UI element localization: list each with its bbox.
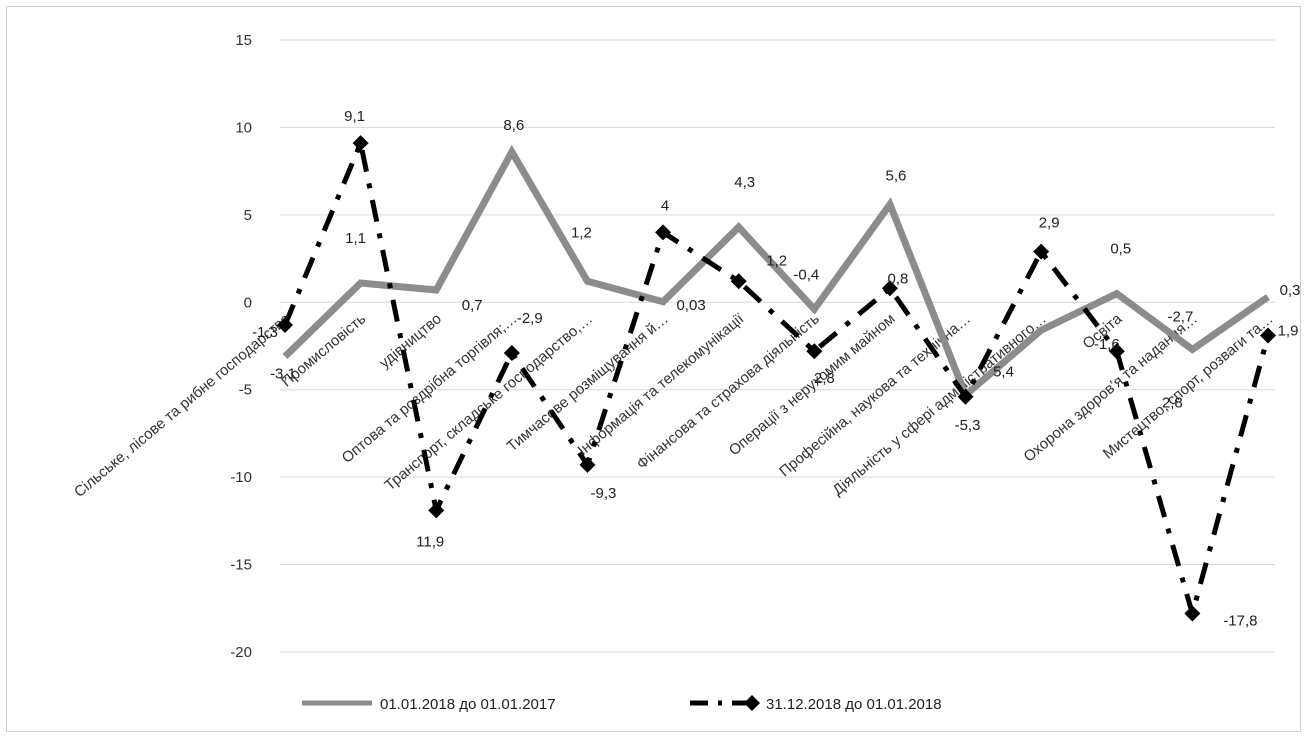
series2-marker	[352, 135, 369, 152]
y-tick-label: 0	[244, 294, 252, 311]
y-tick-label: -15	[230, 557, 252, 574]
series2-data-label: 0,8	[887, 270, 908, 287]
series2-data-label: 11,9	[416, 533, 444, 550]
series2-marker	[655, 224, 672, 241]
series2-data-label: -17,8	[1223, 613, 1257, 630]
y-tick-label: -5	[239, 382, 252, 399]
series2-data-label: 2,8	[814, 370, 835, 387]
y-tick-label: 10	[235, 119, 252, 136]
series1-data-label: 1,1	[345, 230, 366, 247]
series1-data-label: -2,7	[1167, 308, 1193, 325]
series2-marker	[1260, 327, 1276, 344]
series1-data-label: 0,3	[1280, 282, 1301, 299]
series2-marker	[1108, 343, 1125, 360]
series2-data-label: 5,4	[993, 364, 1014, 381]
series1-data-label: 0,03	[676, 297, 705, 314]
series1-data-label: -5,3	[955, 417, 981, 434]
y-tick-label: 15	[235, 32, 252, 49]
legend-marker-2018	[744, 695, 760, 711]
category-label: Тимчасове розміщування й…	[504, 310, 672, 455]
series1-data-label: 8,6	[503, 117, 524, 134]
series2-marker	[881, 280, 898, 297]
series1-data-label: 1,2	[571, 224, 592, 241]
y-tick-label: 5	[244, 207, 252, 224]
series2-data-label: 1,9	[1278, 323, 1299, 340]
series2-marker	[503, 344, 520, 361]
series2-marker	[806, 343, 823, 360]
y-tick-label: -20	[230, 644, 252, 661]
series1-data-label: 0,5	[1110, 241, 1131, 258]
extra-data-label: 2,8	[1162, 395, 1183, 412]
series2-data-label: 1,2	[766, 252, 787, 269]
series2-data-label: -9,3	[591, 485, 617, 502]
series2-data-label: 4	[661, 197, 669, 214]
series2-marker	[957, 388, 974, 405]
series2-marker	[277, 317, 293, 334]
series2-data-label: -1,3	[252, 324, 278, 341]
series2-data-label: -2,9	[517, 310, 543, 327]
series1-data-label: 0,7	[462, 297, 483, 314]
series1-data-label: -3,1	[270, 365, 296, 382]
series2-data-label: 2,9	[1039, 215, 1060, 232]
series1-data-label: -0,4	[793, 266, 819, 283]
legend-label-2017: 01.01.2018 до 01.01.2017	[380, 696, 556, 713]
series-line-2017	[282, 144, 1270, 401]
series2-marker	[1184, 605, 1201, 622]
legend-label-2018: 31.12.2018 до 01.01.2018	[766, 696, 942, 713]
series2-marker	[730, 273, 747, 290]
series1-data-label: 5,6	[885, 167, 906, 184]
y-tick-label: -10	[230, 469, 252, 486]
series2-data-label: -1,6	[1094, 336, 1120, 353]
series1-data-label: 4,3	[734, 174, 755, 191]
series2-data-label: 9,1	[344, 108, 365, 125]
series2-marker	[1033, 243, 1050, 260]
category-label: удівництво	[376, 310, 445, 371]
series2-marker	[428, 502, 445, 519]
series2-marker	[579, 456, 596, 473]
